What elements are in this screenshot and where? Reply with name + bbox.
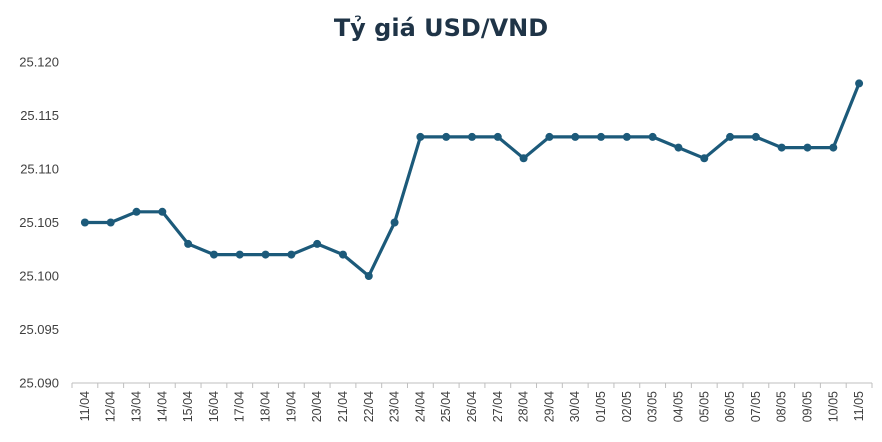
chart-title: Tỷ giá USD/VND [333,14,549,42]
data-point [855,79,864,88]
y-tick-label: 25.105 [19,215,59,230]
x-tick-label: 18/04 [259,391,273,422]
data-point [184,239,193,248]
x-tick-label: 11/05 [852,391,866,421]
data-point [674,143,683,152]
y-tick-label: 25.115 [20,108,59,123]
x-tick-label: 04/05 [671,391,685,422]
x-tick-label: 01/05 [594,391,608,422]
data-point [132,207,141,216]
data-point [468,132,476,141]
data-point [106,218,115,227]
x-tick-label: 29/04 [542,391,556,422]
x-tick-label: 15/04 [181,391,195,422]
x-tick-label: 03/05 [646,391,660,422]
x-tick-label: 11/04 [78,391,92,421]
data-point [622,132,631,141]
x-tick-label: 22/04 [362,391,376,422]
data-point [829,143,838,152]
x-tick-label: 21/04 [336,391,350,422]
data-point [416,132,425,141]
data-point [287,250,296,259]
data-point [313,239,322,248]
data-point [80,218,89,227]
x-tick-label: 25/04 [439,391,453,422]
data-point [390,218,399,227]
data-point [364,272,373,280]
y-tick-label: 25.095 [19,322,59,337]
x-tick-label: 26/04 [465,391,479,422]
data-point [726,132,735,141]
series-line [83,81,861,278]
data-point [803,143,812,152]
x-tick-label: 20/04 [310,391,324,422]
data-point [519,154,528,163]
data-point [235,250,244,259]
x-tick-label: 08/05 [775,391,789,422]
y-tick-label: 25.110 [20,162,59,177]
x-tick-label: 10/05 [826,391,840,422]
data-point [777,143,786,152]
y-tick-label: 25.120 [19,55,59,70]
x-tick-label: 28/04 [517,391,531,422]
x-tick-label: 19/04 [284,391,298,422]
x-tick-label: 13/04 [130,391,144,422]
data-point [571,132,580,141]
x-tick-label: 23/04 [388,391,402,422]
x-tick-label: 16/04 [207,391,221,422]
data-point [597,132,606,141]
data-point [442,132,451,141]
x-tick-label: 14/04 [155,391,169,422]
data-point [209,250,218,259]
x-tick-label: 07/05 [749,391,763,422]
x-tick-label: 30/04 [568,391,582,422]
x-tick-label: 09/05 [800,391,814,422]
x-tick-label: 17/04 [233,391,247,422]
data-point [700,154,709,163]
data-point [261,250,270,259]
data-point [493,132,502,141]
data-point [158,207,167,216]
x-tick-label: 05/05 [697,391,711,422]
data-point [648,132,657,141]
data-point [338,250,347,259]
x-tick-label: 06/05 [723,391,737,422]
y-tick-label: 25.100 [19,269,59,284]
x-tick-label: 12/04 [104,391,118,422]
x-tick-label: 02/05 [620,391,634,422]
x-tick-label: 24/04 [413,391,427,422]
y-tick-label: 25.090 [19,376,59,391]
data-point [751,132,760,141]
x-tick-label: 27/04 [491,391,505,422]
data-point [545,132,554,141]
